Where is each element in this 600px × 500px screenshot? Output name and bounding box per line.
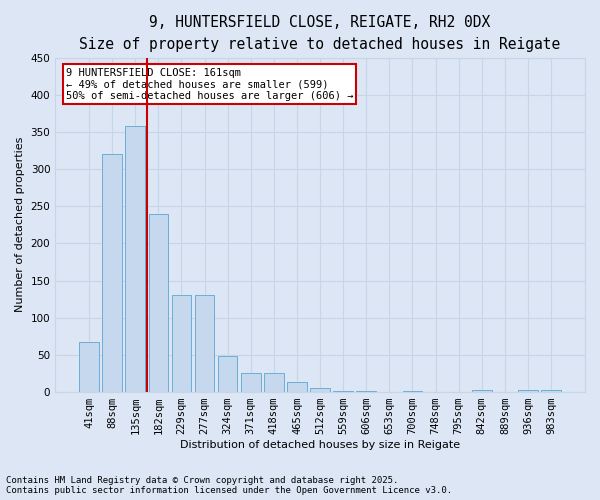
Bar	[218, 356, 238, 392]
Bar	[125, 126, 145, 392]
Bar	[264, 374, 284, 392]
Y-axis label: Number of detached properties: Number of detached properties	[15, 137, 25, 312]
Text: 9 HUNTERSFIELD CLOSE: 161sqm
← 49% of detached houses are smaller (599)
50% of s: 9 HUNTERSFIELD CLOSE: 161sqm ← 49% of de…	[66, 68, 353, 101]
Bar	[103, 154, 122, 392]
Title: 9, HUNTERSFIELD CLOSE, REIGATE, RH2 0DX
Size of property relative to detached ho: 9, HUNTERSFIELD CLOSE, REIGATE, RH2 0DX …	[79, 15, 561, 52]
Bar	[541, 390, 561, 392]
Bar	[518, 390, 538, 392]
Bar	[172, 296, 191, 392]
Bar	[287, 382, 307, 392]
Bar	[79, 342, 99, 392]
X-axis label: Distribution of detached houses by size in Reigate: Distribution of detached houses by size …	[180, 440, 460, 450]
Bar	[241, 374, 260, 392]
Bar	[195, 296, 214, 392]
Text: Contains HM Land Registry data © Crown copyright and database right 2025.
Contai: Contains HM Land Registry data © Crown c…	[6, 476, 452, 495]
Bar	[310, 388, 330, 392]
Bar	[149, 214, 168, 392]
Bar	[472, 390, 491, 392]
